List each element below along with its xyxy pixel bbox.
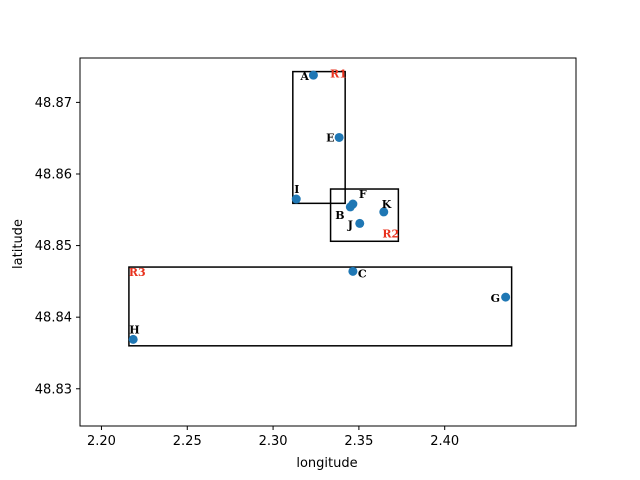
y-tick-label: 48.83 — [35, 382, 72, 397]
x-tick-label: 2.30 — [259, 434, 288, 449]
data-point-b — [345, 202, 355, 212]
point-label-k: K — [382, 198, 392, 211]
x-axis-label: longitude — [296, 456, 357, 471]
region-label-r2: R2 — [382, 227, 399, 240]
data-point-c — [348, 266, 358, 276]
point-label-e: E — [326, 131, 334, 144]
x-tick-label: 2.40 — [430, 434, 459, 449]
x-tick-label: 2.20 — [87, 434, 116, 449]
point-label-h: H — [129, 323, 139, 336]
region-rect-r1 — [292, 70, 346, 205]
point-label-a: A — [299, 70, 309, 83]
x-tick-label: 2.35 — [344, 434, 373, 449]
y-tick-label: 48.85 — [35, 239, 72, 254]
y-tick-label: 48.86 — [35, 167, 72, 182]
point-label-j: J — [347, 218, 353, 231]
data-point-g — [501, 292, 511, 302]
x-tick-label: 2.25 — [173, 434, 202, 449]
axes-frame — [79, 57, 577, 427]
point-label-i: I — [294, 183, 299, 196]
region-rect-r3 — [128, 266, 513, 347]
point-label-f: F — [359, 188, 367, 201]
y-tick-label: 48.87 — [35, 96, 72, 111]
data-point-k — [379, 207, 389, 217]
plot-layer: A E I F B K J C G H R1 R2 R3 — [128, 68, 513, 347]
data-point-j — [355, 218, 365, 228]
y-tick-label: 48.84 — [35, 311, 72, 326]
region-rect-r2 — [329, 188, 400, 243]
axes-layer: 2.20 2.25 2.30 2.35 2.40 48.83 48.84 48.85 48.86… — [35, 57, 577, 449]
data-point-i — [291, 194, 301, 204]
point-label-g: G — [491, 292, 500, 305]
y-axis-label: latitude — [11, 219, 26, 269]
data-point-h — [128, 334, 138, 344]
data-point-a — [308, 70, 318, 80]
region-label-r1: R1 — [330, 68, 347, 81]
point-label-c: C — [358, 267, 367, 280]
region-label-r3: R3 — [129, 266, 146, 279]
data-point-e — [334, 132, 344, 142]
point-label-b: B — [335, 209, 344, 222]
